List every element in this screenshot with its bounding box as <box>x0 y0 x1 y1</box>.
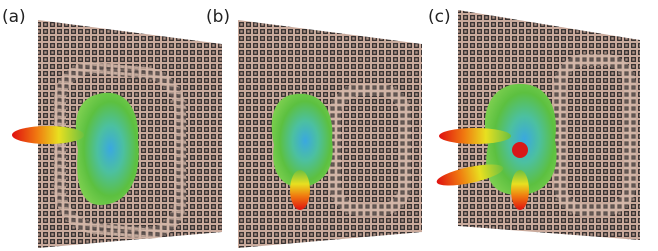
panel-label: (a) <box>2 7 26 27</box>
beam-lobe <box>439 128 511 144</box>
radiation-blob <box>76 93 139 205</box>
panel-b: (b) <box>206 7 422 248</box>
panel-c: (c) <box>428 7 640 240</box>
beam-lobe <box>511 170 529 210</box>
figure: (a) (b) (c) <box>0 0 658 251</box>
panel-label: (b) <box>206 7 230 27</box>
panel-label: (c) <box>428 7 451 27</box>
beam-lobe <box>12 126 84 144</box>
center-lobe <box>512 142 528 158</box>
panel-a: (a) <box>2 7 222 248</box>
beam-lobe <box>290 170 310 210</box>
page: (a) (b) (c) (() => { const data = JSON.p… <box>0 0 658 251</box>
